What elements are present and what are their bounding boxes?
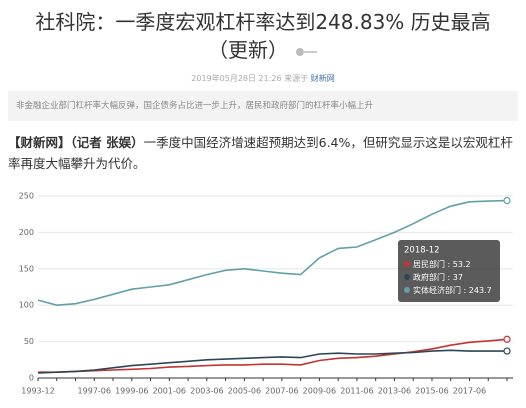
y-tick-label: 50 xyxy=(24,337,34,346)
end-point xyxy=(503,335,511,343)
title-suffix-row: （更新） xyxy=(0,34,526,63)
tooltip-box xyxy=(398,240,500,302)
x-tick-label: 2017-06 xyxy=(453,387,486,396)
x-tick-label: 2013-06 xyxy=(378,387,411,396)
tooltip-sep: : xyxy=(445,273,453,282)
x-tick-label: 2011-06 xyxy=(340,387,373,396)
y-tick-label: 0 xyxy=(29,374,34,383)
article-title: 社科院：一季度宏观杠杆率达到248.83% 历史最高 xyxy=(35,10,491,34)
x-tick-label: 2003-06 xyxy=(190,387,223,396)
y-tick-label: 250 xyxy=(19,192,34,201)
lead-byline: 【财新网】（记者 张娱） xyxy=(8,135,144,150)
tooltip-name: 实体经济部门 xyxy=(413,285,461,295)
tooltip-value: 243.7 xyxy=(469,286,492,295)
x-tick-label: 2005-06 xyxy=(228,387,261,396)
y-tick-label: 150 xyxy=(19,264,34,273)
tooltip-sep: : xyxy=(461,286,469,295)
x-tick-label: 2015-06 xyxy=(415,387,448,396)
lead-text: 一季度中国经济增速超预期达到6.4%，但研究显示这是以宏观杠杆率再度大幅攀升为代… xyxy=(8,135,513,171)
x-tick-label: 2007-06 xyxy=(265,387,298,396)
tooltip-title: 2018-12 xyxy=(404,246,440,256)
end-point xyxy=(503,196,511,205)
x-tick-label: 1997-06 xyxy=(78,387,111,396)
y-tick-label: 100 xyxy=(19,301,34,310)
summary: 非金融企业部门杠杆率大幅反弹，国企债务占比进一步上升，居民和政府部门的杠杆率小幅… xyxy=(8,91,518,121)
end-point xyxy=(503,347,511,355)
tooltip: 2018-12 居民部门 : 53.2 政府部门 : 37 实体经济部门 : 243.… xyxy=(398,240,500,302)
source-prefix: 来源于 xyxy=(284,74,309,83)
tooltip-sep: : xyxy=(445,260,453,269)
tooltip-value: 37 xyxy=(453,273,463,282)
date: 2019年05月28日 21:26 xyxy=(191,74,282,83)
series-line xyxy=(37,199,508,307)
y-tick-label: 200 xyxy=(19,228,34,237)
x-tick-label: 1999-06 xyxy=(115,387,148,396)
tooltip-name: 居民部门 xyxy=(413,259,445,269)
tooltip-name: 政府部门 xyxy=(413,272,445,282)
tooltip-dot xyxy=(404,274,410,280)
series-line xyxy=(38,338,508,373)
chart: 0 50 100 150 200 250 1993-12 1997-06 1999-06 2001… xyxy=(19,192,513,396)
tooltip-dot xyxy=(404,261,410,267)
x-tick-label: 1993-12 xyxy=(21,387,54,396)
tooltip-entry: 实体经济部门 : 243.7 xyxy=(413,285,492,295)
lead-paragraph: 【财新网】（记者 张娱）一季度中国经济增速超预期达到6.4%，但研究显示这是以宏… xyxy=(8,132,518,174)
share-icon[interactable] xyxy=(296,47,318,56)
tooltip-entry: 政府部门 : 37 xyxy=(413,272,463,282)
source-link[interactable]: 财新网 xyxy=(310,74,335,83)
article-meta: 2019年05月28日 21:26 来源于 财新网 xyxy=(0,73,526,84)
x-tick-label: 2009-06 xyxy=(303,387,336,396)
tooltip-value: 53.2 xyxy=(453,260,471,269)
x-tick-label: 2001-06 xyxy=(153,387,186,396)
tooltip-entry: 居民部门 : 53.2 xyxy=(413,259,471,269)
tooltip-dot xyxy=(404,287,410,293)
title-suffix: （更新） xyxy=(208,38,288,62)
series-line xyxy=(37,349,507,374)
